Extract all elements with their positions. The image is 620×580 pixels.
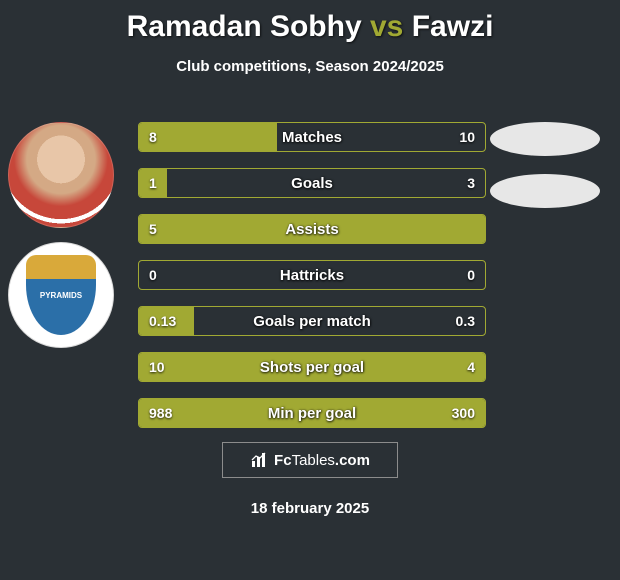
- stat-label: Assists: [139, 215, 485, 243]
- chart-icon: [250, 451, 268, 469]
- stat-label: Shots per goal: [139, 353, 485, 381]
- player2-club-placeholder: [490, 174, 600, 208]
- subtitle: Club competitions, Season 2024/2025: [0, 58, 620, 75]
- player1-name: Ramadan Sobhy: [127, 10, 362, 43]
- stat-row: 5Assists: [138, 214, 486, 244]
- stat-value-right: 0.3: [446, 307, 485, 335]
- footer-brand-text: FcTables.com: [274, 452, 370, 469]
- brand-suffix: .com: [335, 452, 370, 469]
- club-badge: PYRAMIDS: [8, 242, 114, 348]
- stat-row: 8Matches10: [138, 122, 486, 152]
- stat-label: Hattricks: [139, 261, 485, 289]
- stat-value-right: 4: [457, 353, 485, 381]
- stat-label: Goals per match: [139, 307, 485, 335]
- stat-label: Matches: [139, 123, 485, 151]
- club-label: PYRAMIDS: [40, 291, 82, 300]
- stat-label: Goals: [139, 169, 485, 197]
- stat-row: 0Hattricks0: [138, 260, 486, 290]
- stat-row: 1Goals3: [138, 168, 486, 198]
- stat-row: 988Min per goal300: [138, 398, 486, 428]
- right-avatar-column: [490, 122, 610, 226]
- stat-row: 0.13Goals per match0.3: [138, 306, 486, 336]
- stat-value-right: 10: [449, 123, 485, 151]
- left-avatar-column: PYRAMIDS: [8, 122, 118, 362]
- stat-value-right: 3: [457, 169, 485, 197]
- footer-brand: FcTables.com: [222, 442, 398, 478]
- stat-label: Min per goal: [139, 399, 485, 427]
- player-avatar: [8, 122, 114, 228]
- brand-prefix: Fc: [274, 452, 292, 469]
- stat-value-right: 0: [457, 261, 485, 289]
- club-badge-inner: PYRAMIDS: [26, 255, 96, 335]
- stat-row: 10Shots per goal4: [138, 352, 486, 382]
- player2-avatar-placeholder: [490, 122, 600, 156]
- vs-text: vs: [370, 10, 403, 43]
- comparison-bars: 8Matches10 1Goals3 5Assists 0Hattricks0 0.13…: [138, 122, 486, 444]
- player2-name: Fawzi: [412, 10, 494, 43]
- brand-main: Tables: [292, 452, 335, 469]
- stat-value-right: 300: [442, 399, 485, 427]
- comparison-title: Ramadan Sobhy vs Fawzi: [0, 0, 620, 44]
- footer-date: 18 february 2025: [0, 500, 620, 517]
